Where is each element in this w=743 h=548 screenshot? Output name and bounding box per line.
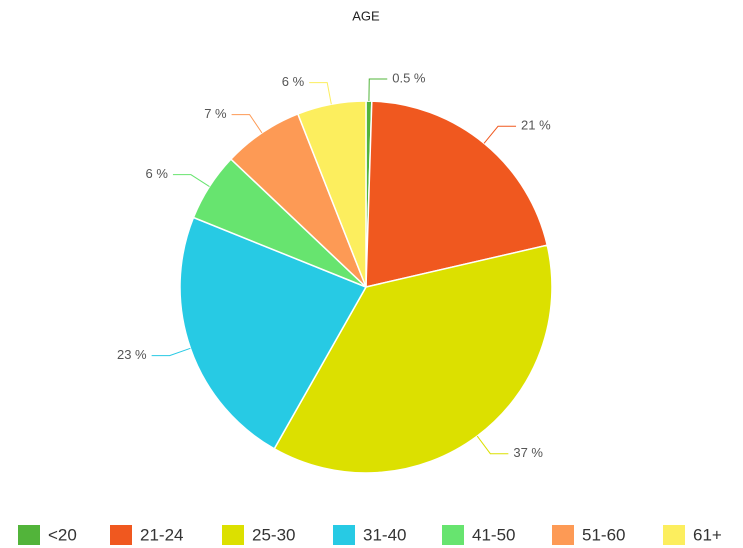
legend-label: 25-30 <box>252 525 295 544</box>
legend-swatch <box>552 525 574 545</box>
leader-line <box>483 125 517 144</box>
legend-label: <20 <box>48 525 77 544</box>
legend-swatch <box>333 525 355 545</box>
data-label: 6 % <box>146 166 169 181</box>
leader-line <box>151 347 191 357</box>
data-label: 23 % <box>117 347 147 362</box>
legend-label: 61+ <box>693 525 722 544</box>
leader-line <box>231 114 263 134</box>
leader-line <box>368 78 388 102</box>
legend-swatch <box>442 525 464 545</box>
data-label: 6 % <box>282 74 305 89</box>
legend-swatch <box>18 525 40 545</box>
data-label: 7 % <box>204 106 227 121</box>
data-label: 0.5 % <box>392 70 426 85</box>
legend-swatch <box>110 525 132 545</box>
leader-line <box>309 82 332 105</box>
legend-label: 31-40 <box>363 525 406 544</box>
data-label: 21 % <box>521 118 551 133</box>
leader-line <box>476 435 509 455</box>
pie-slice <box>296 100 367 288</box>
legend-label: 21-24 <box>140 525 183 544</box>
legend-label: 41-50 <box>472 525 515 544</box>
data-label: 37 % <box>513 445 543 460</box>
leader-line <box>172 174 210 187</box>
legend-label: 51-60 <box>582 525 625 544</box>
legend-swatch <box>663 525 685 545</box>
legend-swatch <box>222 525 244 545</box>
chart-title: AGE <box>352 8 380 23</box>
